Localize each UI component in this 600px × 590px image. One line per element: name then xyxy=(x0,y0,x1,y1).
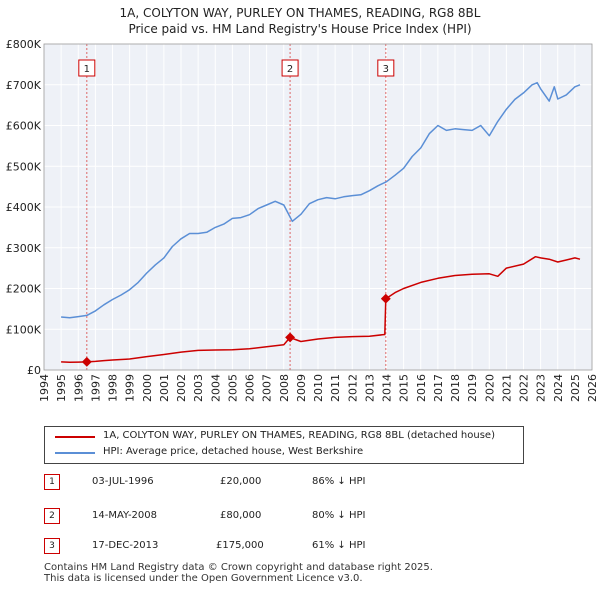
legend-swatch-hpi xyxy=(55,452,95,454)
x-tick-label: 2016 xyxy=(415,374,428,402)
sale-price: £20,000 xyxy=(220,476,262,487)
legend-label-hpi: HPI: Average price, detached house, West… xyxy=(103,446,364,457)
sale-marker-badge xyxy=(377,59,395,77)
y-tick-label: £0 xyxy=(27,364,41,377)
sale-marker-label: 3 xyxy=(383,64,389,75)
sale-point xyxy=(285,332,296,343)
x-tick-label: 2004 xyxy=(209,374,222,402)
sale-hpi-diff: 86% ↓ HPI xyxy=(312,476,366,487)
sale-price: £80,000 xyxy=(220,510,262,521)
y-tick-label: £400K xyxy=(6,201,42,214)
legend-label-property: 1A, COLYTON WAY, PURLEY ON THAMES, READI… xyxy=(103,430,495,441)
x-tick-label: 2008 xyxy=(278,374,291,402)
sale-badge: 2 xyxy=(44,508,60,524)
x-tick-label: 1994 xyxy=(38,374,51,402)
x-tick-label: 2026 xyxy=(586,374,599,402)
footer-copyright: Contains HM Land Registry data © Crown c… xyxy=(44,562,433,573)
property-series-line xyxy=(61,255,581,364)
x-tick-label: 2017 xyxy=(432,374,445,402)
x-tick-label: 2021 xyxy=(500,374,513,402)
x-tick-label: 1995 xyxy=(55,374,68,402)
y-tick-label: £500K xyxy=(6,160,42,173)
x-tick-label: 2023 xyxy=(535,374,548,402)
sale-date: 03-JUL-1996 xyxy=(92,476,154,487)
x-tick-label: 2022 xyxy=(518,374,531,402)
chart-title-line-1: 1A, COLYTON WAY, PURLEY ON THAMES, READI… xyxy=(119,6,481,20)
x-tick-label: 2000 xyxy=(141,374,154,402)
x-tick-label: 2002 xyxy=(175,374,188,402)
sale-marker-badge xyxy=(78,59,96,77)
sale-hpi-diff: 80% ↓ HPI xyxy=(312,510,366,521)
x-tick-label: 2012 xyxy=(346,374,359,402)
y-tick-label: £600K xyxy=(6,120,42,133)
x-tick-label: 1998 xyxy=(107,374,120,402)
x-tick-label: 2019 xyxy=(466,374,479,402)
x-tick-label: 2015 xyxy=(398,374,411,402)
sale-hpi-diff: 61% ↓ HPI xyxy=(312,540,366,551)
sale-marker-label: 1 xyxy=(84,64,90,75)
x-tick-label: 2025 xyxy=(569,374,582,402)
x-tick-label: 2024 xyxy=(552,374,565,402)
sale-row: 2 14-MAY-2008 £80,000 80% ↓ HPI xyxy=(0,506,600,528)
sale-badge: 3 xyxy=(44,538,60,554)
x-tick-label: 2018 xyxy=(449,374,462,402)
x-tick-label: 2001 xyxy=(158,374,171,402)
x-tick-label: 2014 xyxy=(381,374,394,402)
sale-badge: 1 xyxy=(44,474,60,490)
x-tick-label: 1999 xyxy=(124,374,137,402)
sale-date: 14-MAY-2008 xyxy=(92,510,158,521)
y-tick-label: £700K xyxy=(6,79,42,92)
x-tick-label: 1997 xyxy=(89,374,102,402)
x-tick-label: 2005 xyxy=(226,374,239,402)
footer: Contains HM Land Registry data © Crown c… xyxy=(44,562,433,584)
y-tick-label: £100K xyxy=(6,323,42,336)
sale-marker-label: 2 xyxy=(287,64,293,75)
sale-marker-badge xyxy=(281,59,299,77)
x-tick-label: 2007 xyxy=(261,374,274,402)
x-tick-label: 2020 xyxy=(483,374,496,402)
x-tick-label: 2009 xyxy=(295,374,308,402)
x-tick-label: 2010 xyxy=(312,374,325,402)
x-tick-label: 2006 xyxy=(244,374,257,402)
x-tick-label: 2003 xyxy=(192,374,205,402)
sale-date: 17-DEC-2013 xyxy=(92,540,159,551)
x-tick-label: 2013 xyxy=(363,374,376,402)
chart-title-line-2: Price paid vs. HM Land Registry's House … xyxy=(128,22,472,36)
y-tick-label: £800K xyxy=(6,38,42,51)
chart-legend: 1A, COLYTON WAY, PURLEY ON THAMES, READI… xyxy=(44,426,524,464)
price-chart: £0 £100K £200K £300K £400K £500K £600K £700K £80… xyxy=(6,38,599,402)
y-tick-label: £300K xyxy=(6,242,42,255)
sale-price: £175,000 xyxy=(216,540,264,551)
sale-row: 3 17-DEC-2013 £175,000 61% ↓ HPI xyxy=(0,536,600,558)
x-tick-label: 2011 xyxy=(329,374,342,402)
hpi-series-line xyxy=(61,81,581,319)
y-tick-label: £200K xyxy=(6,283,42,296)
sale-point xyxy=(380,293,391,304)
x-tick-label: 1996 xyxy=(72,374,85,402)
legend-swatch-property xyxy=(55,436,95,438)
sale-row: 1 03-JUL-1996 £20,000 86% ↓ HPI xyxy=(0,472,600,494)
footer-licence: This data is licensed under the Open Gov… xyxy=(44,573,363,584)
plot-frame xyxy=(43,43,593,371)
